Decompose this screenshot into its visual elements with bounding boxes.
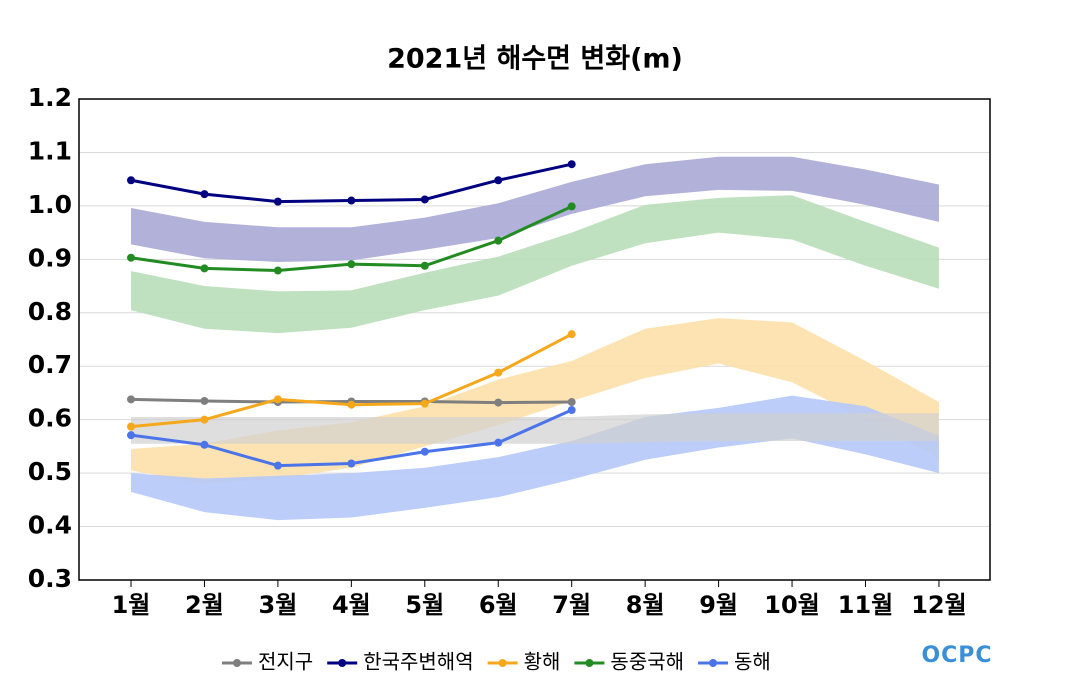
legend-label: 전지구 — [258, 650, 313, 674]
data-point — [200, 264, 209, 273]
y-tick-label: 1.1 — [28, 136, 72, 165]
legend-label: 동중국해 — [610, 650, 684, 674]
logo: OCPC — [921, 643, 992, 668]
x-tick-label: 12월 — [911, 591, 966, 619]
data-point — [347, 459, 356, 468]
data-point — [494, 176, 503, 185]
legend-marker — [233, 659, 241, 667]
x-tick-label: 6월 — [479, 591, 518, 619]
legend-marker — [585, 659, 594, 667]
data-point — [127, 395, 135, 404]
chart-title: 2021년 해수면 변화(m) — [387, 44, 683, 75]
data-point — [127, 253, 135, 262]
y-tick-label: 0.8 — [28, 297, 72, 326]
y-tick-label: 0.4 — [28, 511, 72, 540]
data-point — [347, 260, 356, 269]
data-point — [494, 236, 503, 245]
y-tick-label: 0.6 — [28, 404, 72, 433]
x-tick-label: 9월 — [699, 591, 738, 619]
data-point — [567, 406, 576, 415]
y-tick-label: 0.3 — [28, 564, 72, 593]
data-point — [420, 447, 429, 456]
legend-label: 한국주변해역 — [363, 650, 473, 674]
data-point — [200, 396, 209, 405]
x-tick-label: 2월 — [185, 591, 224, 619]
range-band — [131, 156, 939, 263]
data-point — [127, 422, 135, 431]
x-tick-label: 7월 — [552, 591, 591, 619]
legend-marker — [498, 659, 507, 667]
data-point — [273, 197, 282, 206]
data-point — [273, 395, 282, 404]
data-point — [420, 399, 429, 408]
data-point — [273, 266, 282, 275]
data-point — [567, 160, 576, 169]
data-point — [273, 461, 282, 470]
data-point — [200, 190, 209, 199]
data-point — [494, 398, 503, 407]
y-tick-label: 0.9 — [28, 243, 72, 272]
y-tick-label: 0.5 — [28, 457, 72, 486]
y-tick-label: 0.7 — [28, 350, 72, 379]
data-point — [567, 330, 576, 339]
data-point — [347, 196, 356, 205]
x-tick-label: 4월 — [332, 591, 371, 619]
range-band — [131, 413, 939, 444]
x-tick-label: 8월 — [626, 591, 665, 619]
legend-marker — [338, 659, 347, 667]
data-point — [420, 261, 429, 270]
data-point — [567, 398, 576, 407]
data-point — [200, 415, 209, 424]
data-point — [420, 195, 429, 204]
legend-label: 황해 — [524, 650, 561, 674]
legend-marker — [709, 659, 718, 667]
data-point — [127, 176, 135, 185]
x-tick-label: 3월 — [259, 591, 298, 619]
series-line — [130, 162, 573, 204]
y-tick-label: 1.0 — [28, 190, 72, 219]
data-point — [494, 368, 503, 377]
y-tick-label: 1.2 — [28, 83, 72, 112]
range-band — [131, 195, 939, 334]
legend-label: 동해 — [734, 650, 771, 674]
data-point — [347, 400, 356, 409]
data-point — [494, 438, 503, 447]
x-tick-label: 10월 — [764, 591, 819, 619]
data-point — [567, 202, 576, 211]
data-point — [200, 440, 209, 449]
x-tick-label: 5월 — [405, 591, 444, 619]
plot-frame — [78, 98, 991, 581]
data-point — [127, 431, 135, 440]
x-tick-label: 1월 — [112, 591, 151, 619]
x-tick-label: 11월 — [838, 591, 893, 619]
